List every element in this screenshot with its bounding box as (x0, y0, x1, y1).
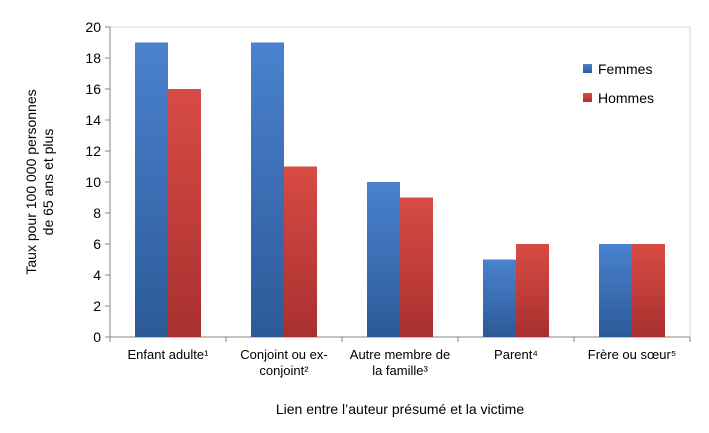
bar-femmes-2 (367, 182, 400, 337)
x-category-label: Autre membre de la famille³ (350, 347, 450, 378)
y-axis: 0 2 4 6 8 10 12 14 16 18 20 (85, 19, 111, 345)
bar-hommes-1 (284, 166, 317, 337)
x-category-label: Conjoint ou ex-conjoint² (240, 347, 327, 378)
x-category-label: Frère ou sœur⁵ (588, 347, 676, 362)
bar-femmes-1 (251, 42, 284, 337)
y-tick-label: 18 (85, 50, 101, 66)
y-tick-label: 16 (85, 81, 101, 97)
y-tick-label: 10 (85, 174, 101, 190)
bar-femmes-4 (599, 244, 632, 337)
y-tick-label: 4 (93, 267, 101, 283)
x-axis-title: Lien entre l’auteur présumé et la victim… (276, 401, 524, 417)
legend-label-hommes: Hommes (598, 90, 654, 106)
bar-femmes-3 (483, 259, 516, 337)
y-tick-label: 2 (93, 298, 101, 314)
bar-hommes-4 (632, 244, 665, 337)
y-tick-label: 6 (93, 236, 101, 252)
x-category-label: Enfant adulte¹ (128, 347, 210, 362)
y-tick-label: 0 (93, 329, 101, 345)
bars (135, 42, 665, 337)
legend-label-femmes: Femmes (598, 61, 652, 77)
bar-hommes-3 (516, 244, 549, 337)
y-tick-label: 20 (85, 19, 101, 35)
bar-hommes-0 (168, 89, 201, 337)
legend-swatch-femmes (583, 64, 592, 73)
bar-hommes-2 (400, 197, 433, 337)
x-category-label: Parent⁴ (494, 347, 538, 362)
y-axis-title: Taux pour 100 000 personnesde 65 ans et … (23, 89, 56, 274)
y-tick-label: 12 (85, 143, 101, 159)
y-tick-label: 14 (85, 112, 101, 128)
bar-femmes-0 (135, 42, 168, 337)
x-axis: Enfant adulte¹ Conjoint ou ex-conjoint² Au… (109, 336, 691, 378)
y-tick-label: 8 (93, 205, 101, 221)
legend: Femmes Hommes (583, 61, 654, 106)
legend-swatch-hommes (583, 93, 592, 102)
